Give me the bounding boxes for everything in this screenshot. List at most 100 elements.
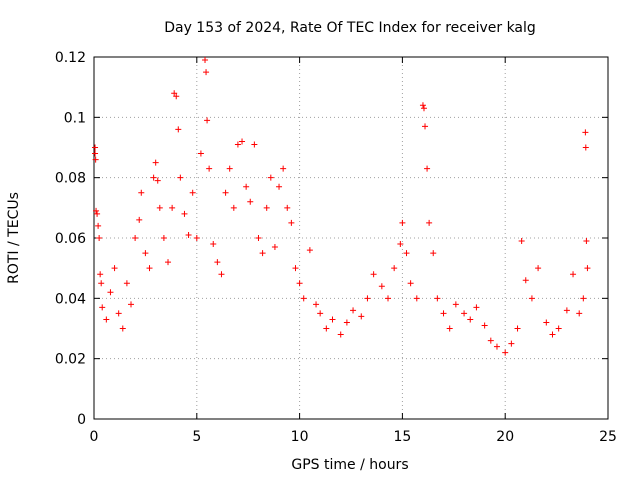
data-point	[96, 235, 103, 241]
data-point	[317, 310, 324, 317]
data-point	[576, 310, 583, 317]
x-tick-label: 10	[291, 429, 309, 445]
data-point	[582, 129, 589, 136]
data-point	[189, 189, 196, 196]
data-point	[132, 235, 139, 241]
data-point	[93, 207, 100, 214]
data-point	[202, 57, 209, 64]
data-point	[230, 204, 237, 211]
data-point	[95, 222, 102, 229]
x-tick-label: 20	[496, 429, 514, 445]
data-point	[461, 310, 468, 317]
data-point	[413, 295, 420, 302]
data-point	[173, 93, 180, 100]
data-point	[508, 340, 515, 347]
data-point	[300, 295, 307, 302]
data-point	[206, 165, 213, 172]
data-point	[203, 69, 210, 76]
data-point	[255, 235, 262, 241]
data-point	[434, 295, 441, 302]
data-point	[210, 241, 217, 248]
data-point	[267, 174, 274, 181]
data-point	[580, 295, 587, 302]
y-tick-label: 0.04	[55, 291, 86, 307]
data-point	[397, 241, 404, 248]
data-point	[97, 271, 104, 278]
data-point	[292, 265, 299, 272]
data-point	[403, 250, 410, 257]
data-point	[271, 244, 278, 251]
data-point	[446, 325, 453, 332]
data-point	[288, 219, 295, 226]
data-point	[452, 301, 459, 308]
data-point	[280, 165, 287, 172]
y-tick-label: 0.12	[55, 50, 86, 66]
data-point	[142, 250, 149, 257]
data-point	[364, 295, 371, 302]
data-point	[154, 177, 161, 184]
data-point	[399, 219, 406, 226]
data-point	[370, 271, 377, 278]
data-point	[251, 141, 258, 148]
axis-ticks	[93, 56, 609, 420]
data-point	[171, 90, 178, 97]
x-tick-label: 5	[192, 429, 201, 445]
data-point	[111, 265, 118, 272]
data-point	[329, 316, 336, 323]
data-point	[128, 301, 135, 308]
data-point	[583, 238, 590, 245]
data-point	[177, 174, 184, 181]
data-point	[481, 322, 488, 329]
data-point	[350, 307, 357, 314]
data-point	[156, 204, 163, 211]
data-point	[426, 219, 433, 226]
data-point	[123, 280, 130, 287]
axis-tick-labels: 0 5 10 15 20 25 0 0.02 0.04 0.06 0.08 0.1 0.12	[55, 50, 617, 445]
data-point	[152, 159, 159, 166]
data-point	[487, 337, 494, 344]
data-point	[528, 295, 535, 302]
data-point	[146, 265, 153, 272]
data-point	[92, 144, 99, 151]
data-point	[514, 325, 521, 332]
data-point	[138, 189, 145, 196]
data-point	[160, 235, 167, 241]
data-point	[313, 301, 320, 308]
data-point	[430, 250, 437, 257]
x-axis-label: GPS time / hours	[291, 457, 408, 473]
data-point	[115, 310, 122, 317]
data-point	[259, 250, 266, 257]
grid	[94, 57, 608, 419]
data-point	[103, 316, 110, 323]
data-point	[243, 183, 250, 190]
data-point	[343, 319, 350, 326]
data-point	[535, 265, 542, 272]
data-marks	[92, 57, 591, 356]
data-point	[419, 102, 426, 109]
data-point	[204, 117, 211, 124]
data-point	[323, 325, 330, 332]
data-point	[276, 183, 283, 190]
data-point	[197, 150, 204, 157]
data-point	[422, 123, 429, 130]
x-tick-label: 15	[393, 429, 411, 445]
data-point	[165, 259, 172, 266]
x-tick-label: 25	[599, 429, 617, 445]
data-point	[150, 174, 157, 181]
data-point	[518, 238, 525, 245]
data-point	[218, 271, 225, 278]
data-point	[175, 126, 182, 133]
data-point	[222, 189, 229, 196]
data-point	[570, 271, 577, 278]
y-tick-label: 0	[77, 412, 86, 428]
data-point	[563, 307, 570, 314]
data-point	[169, 204, 176, 211]
data-point	[582, 144, 589, 151]
data-point	[407, 280, 414, 287]
data-point	[247, 198, 254, 205]
data-point	[107, 289, 114, 296]
data-point	[239, 138, 246, 145]
data-point	[473, 304, 480, 311]
chart-title: Day 153 of 2024, Rate Of TEC Index for r…	[164, 20, 536, 36]
data-point	[136, 216, 143, 223]
